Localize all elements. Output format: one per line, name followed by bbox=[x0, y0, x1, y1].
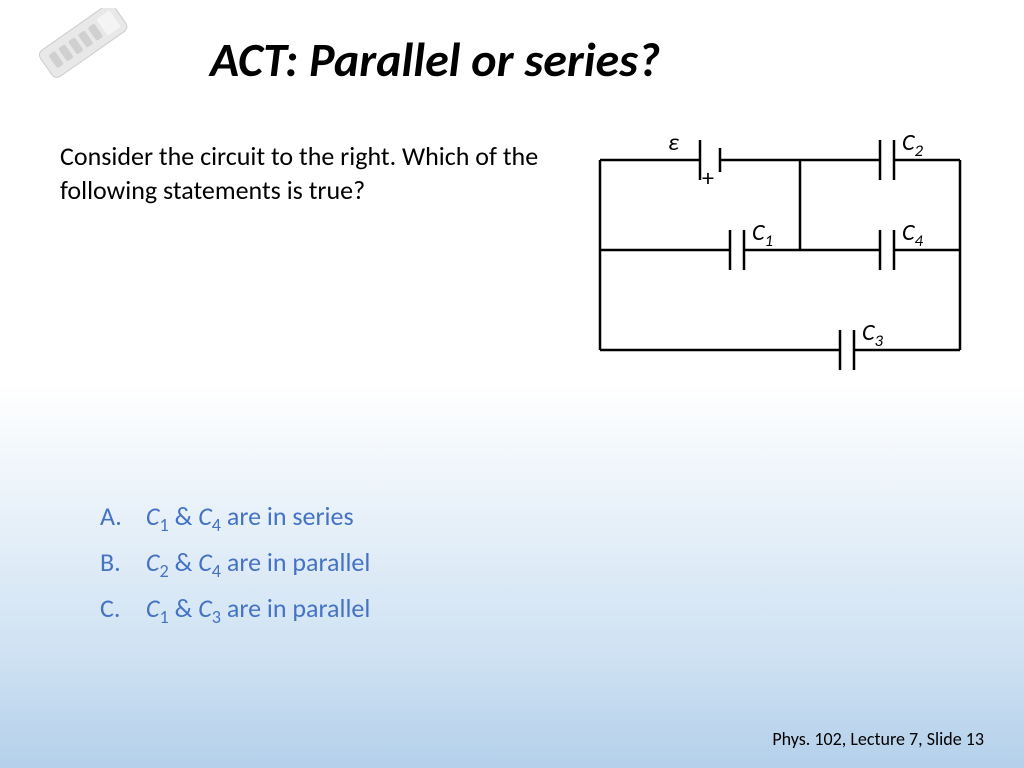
slide-title: ACT: Parallel or series? bbox=[210, 30, 660, 89]
option-a[interactable]: A. C1 & C4 are in series bbox=[100, 500, 370, 536]
label-c4: C4 bbox=[902, 218, 923, 251]
circuit-diagram: ε + C2 C1 C4 C3 bbox=[580, 120, 980, 420]
label-c2: C2 bbox=[902, 128, 923, 161]
option-c[interactable]: C. C1 & C3 are in parallel bbox=[100, 592, 370, 628]
label-epsilon: ε bbox=[668, 128, 679, 157]
label-c1: C1 bbox=[752, 218, 773, 251]
question-text: Consider the circuit to the right. Which… bbox=[60, 140, 560, 208]
label-plus: + bbox=[702, 164, 714, 193]
option-b[interactable]: B. C2 & C4 are in parallel bbox=[100, 546, 370, 582]
clicker-icon bbox=[8, 8, 158, 108]
label-c3: C3 bbox=[862, 318, 883, 351]
slide-footer: Phys. 102, Lecture 7, Slide 13 bbox=[772, 728, 984, 750]
answer-options: A. C1 & C4 are in series B. C2 & C4 are … bbox=[100, 500, 370, 639]
